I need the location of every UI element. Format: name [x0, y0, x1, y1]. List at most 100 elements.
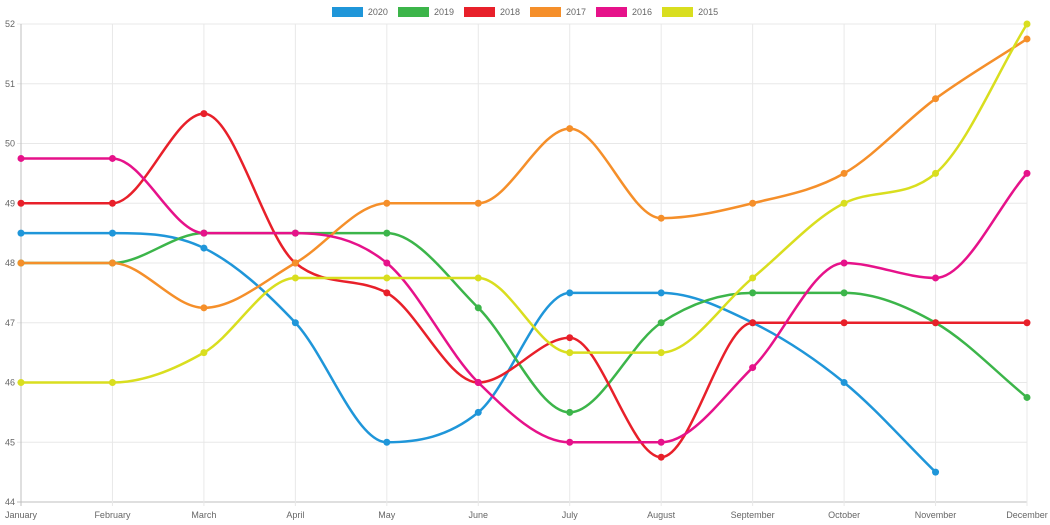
- data-point-2015[interactable]: [749, 274, 757, 282]
- grid: [17, 23, 1028, 506]
- data-point-2018[interactable]: [1023, 319, 1031, 327]
- data-point-2018[interactable]: [932, 319, 940, 327]
- legend-swatch: [596, 7, 628, 17]
- data-point-2015[interactable]: [566, 349, 574, 357]
- data-point-2015[interactable]: [657, 349, 665, 357]
- data-point-2019[interactable]: [657, 319, 665, 327]
- y-tick-label: 44: [5, 497, 15, 507]
- x-tick-label: September: [731, 510, 775, 520]
- series-lines: [19, 22, 1029, 474]
- data-point-2020[interactable]: [566, 289, 574, 297]
- data-point-2020[interactable]: [17, 229, 25, 237]
- legend-swatch: [331, 7, 363, 17]
- data-point-2016[interactable]: [657, 438, 665, 446]
- data-point-2017[interactable]: [474, 199, 482, 207]
- x-tick-label: December: [1006, 510, 1048, 520]
- legend-label: 2020: [367, 7, 388, 17]
- legend-label: 2016: [632, 7, 653, 17]
- data-point-2019[interactable]: [474, 304, 482, 312]
- data-point-2017[interactable]: [200, 304, 208, 312]
- data-point-2020[interactable]: [474, 408, 482, 416]
- data-point-2020[interactable]: [200, 244, 208, 252]
- data-point-2020[interactable]: [383, 438, 391, 446]
- data-point-2017[interactable]: [749, 199, 757, 207]
- data-point-2015[interactable]: [474, 274, 482, 282]
- data-point-2016[interactable]: [383, 259, 391, 267]
- data-point-2018[interactable]: [383, 289, 391, 297]
- data-point-2018[interactable]: [17, 199, 25, 207]
- data-point-2016[interactable]: [291, 229, 299, 237]
- legend-item-2015[interactable]: 2015: [662, 7, 718, 17]
- data-point-2017[interactable]: [291, 259, 299, 267]
- legend-swatch: [662, 7, 694, 17]
- data-point-2018[interactable]: [566, 334, 574, 342]
- series-line-2016: [19, 157, 1029, 444]
- data-point-2015[interactable]: [383, 274, 391, 282]
- legend-label: 2015: [698, 7, 719, 17]
- data-point-2019[interactable]: [840, 289, 848, 297]
- data-point-2016[interactable]: [840, 259, 848, 267]
- legend-item-2020[interactable]: 2020: [331, 7, 388, 17]
- data-point-2015[interactable]: [291, 274, 299, 282]
- data-point-2016[interactable]: [566, 438, 574, 446]
- data-point-2015[interactable]: [932, 169, 940, 177]
- x-tick-label: January: [5, 510, 38, 520]
- legend-item-2016[interactable]: 2016: [596, 7, 652, 17]
- y-tick-label: 49: [5, 198, 15, 208]
- legend-swatch: [530, 7, 561, 17]
- data-point-2020[interactable]: [657, 289, 665, 297]
- data-point-2017[interactable]: [17, 259, 25, 267]
- data-point-2018[interactable]: [200, 110, 208, 118]
- data-point-2019[interactable]: [1023, 393, 1031, 401]
- data-point-2016[interactable]: [932, 274, 940, 282]
- data-point-2017[interactable]: [108, 259, 116, 267]
- data-point-2020[interactable]: [108, 229, 116, 237]
- data-point-2018[interactable]: [749, 319, 757, 327]
- data-point-2019[interactable]: [383, 229, 391, 237]
- data-point-2018[interactable]: [657, 453, 665, 461]
- x-tick-label: May: [378, 510, 396, 520]
- legend-label: 2019: [433, 7, 454, 17]
- x-tick-label: October: [828, 510, 860, 520]
- data-point-2017[interactable]: [383, 199, 391, 207]
- data-point-2016[interactable]: [474, 379, 482, 386]
- y-tick-label: 46: [5, 378, 15, 388]
- data-point-2016[interactable]: [1023, 169, 1031, 177]
- data-point-2020[interactable]: [291, 319, 299, 327]
- data-point-2015[interactable]: [108, 379, 116, 386]
- x-tick-label: July: [562, 510, 579, 520]
- data-point-2017[interactable]: [657, 214, 665, 222]
- chart-legend: 2020 2019 2018 2017 2016 2015: [0, 4, 1050, 20]
- data-point-2016[interactable]: [108, 154, 116, 162]
- data-point-2015[interactable]: [1023, 20, 1031, 28]
- data-point-2016[interactable]: [749, 364, 757, 372]
- series-points: [17, 20, 1031, 476]
- data-point-2017[interactable]: [566, 125, 574, 133]
- legend-item-2017[interactable]: 2017: [530, 7, 586, 17]
- data-point-2016[interactable]: [17, 154, 25, 162]
- data-point-2015[interactable]: [17, 379, 25, 386]
- legend-item-2018[interactable]: 2018: [463, 7, 520, 17]
- data-point-2017[interactable]: [1023, 35, 1031, 43]
- data-point-2019[interactable]: [566, 408, 574, 416]
- y-tick-label: 47: [5, 318, 15, 328]
- legend-swatch: [397, 7, 429, 17]
- axes: 44 45 46 47 48 49 50 51 52 January February March Ap…: [5, 19, 1048, 520]
- legend-item-2019[interactable]: 2019: [397, 7, 454, 17]
- data-point-2019[interactable]: [749, 289, 757, 297]
- data-point-2018[interactable]: [840, 319, 848, 327]
- data-point-2015[interactable]: [200, 349, 208, 357]
- legend-label: 2018: [499, 7, 520, 17]
- x-tick-label: June: [469, 510, 489, 520]
- y-tick-label: 48: [5, 258, 15, 268]
- data-point-2015[interactable]: [840, 199, 848, 207]
- data-point-2016[interactable]: [200, 229, 208, 237]
- data-point-2018[interactable]: [108, 199, 116, 207]
- data-point-2020[interactable]: [932, 468, 940, 476]
- data-point-2017[interactable]: [840, 169, 848, 177]
- y-tick-label: 51: [5, 79, 15, 89]
- data-point-2020[interactable]: [840, 379, 848, 386]
- data-point-2017[interactable]: [932, 95, 940, 103]
- y-tick-label: 50: [5, 139, 15, 149]
